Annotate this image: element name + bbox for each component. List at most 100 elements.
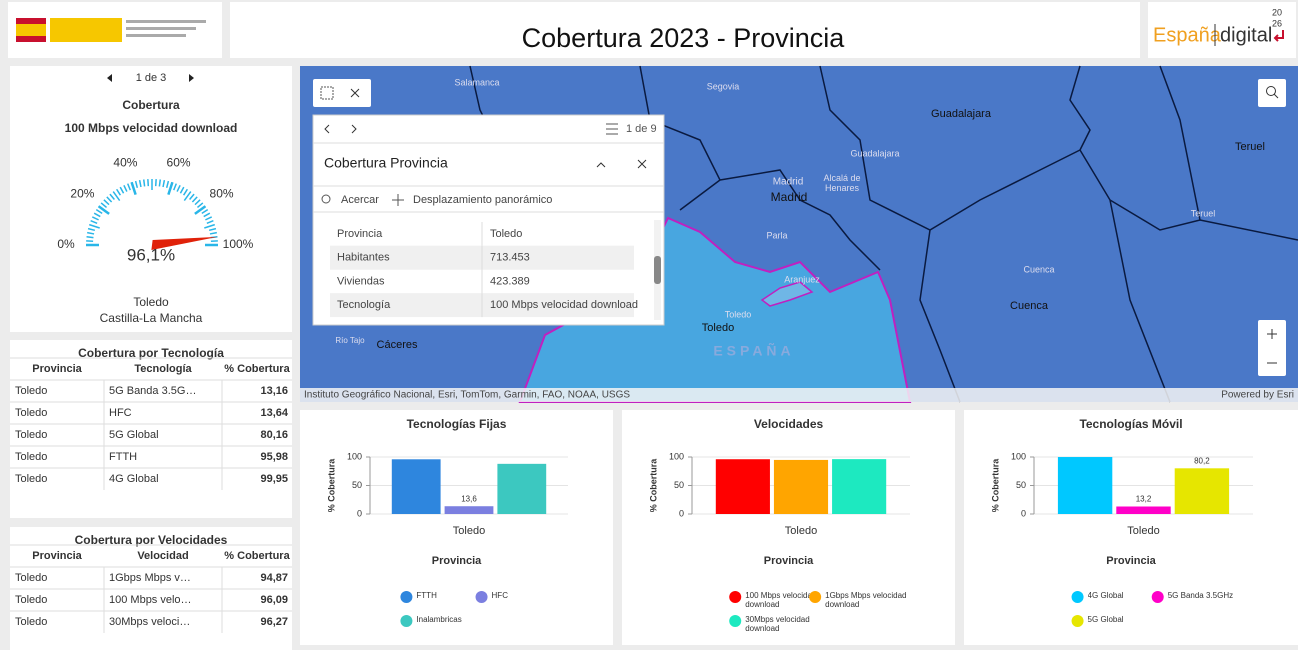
brand-year: 20 — [1272, 7, 1282, 17]
gauge-minor-tick — [158, 179, 162, 187]
close-icon[interactable] — [350, 88, 360, 98]
gauge-minor-tick — [116, 188, 122, 196]
powered-by: Powered by Esri — [1221, 390, 1294, 401]
gauge-tick — [97, 205, 110, 215]
table-cell: Toledo — [15, 429, 47, 441]
gauge-minor-tick — [176, 184, 181, 192]
popup-controls[interactable] — [596, 159, 647, 169]
prev-button[interactable] — [107, 74, 112, 82]
x-tick-label: Toledo — [453, 525, 485, 537]
y-tick-label: 100 — [347, 451, 362, 461]
chart-title: Tecnologías Fijas — [407, 417, 507, 431]
logo-line — [126, 34, 186, 37]
popup-cell: 100 Mbps velocidad download — [490, 299, 638, 311]
logo-line — [126, 27, 196, 30]
chart-panel — [622, 410, 955, 645]
gauge-minor-tick — [86, 235, 94, 239]
bar — [832, 459, 887, 514]
popup-cell: 713.453 — [490, 252, 530, 264]
logo-ministry — [50, 18, 122, 42]
value-label: 13,6 — [461, 494, 477, 503]
gauge-pager: 1 de 3 — [136, 72, 167, 84]
legend-label-text: 100 Mbps velocidad download — [745, 591, 817, 609]
gauge-minor-tick — [201, 209, 209, 215]
table-cell: 99,95 — [260, 473, 288, 485]
gauge-region: Castilla-La Mancha — [100, 311, 203, 325]
legend-swatch — [1151, 591, 1164, 603]
gauge-tick — [194, 205, 207, 215]
map-label: Teruel — [1235, 141, 1265, 153]
legend-swatch — [729, 591, 742, 603]
bar — [1057, 457, 1113, 514]
legend-label-text: Inalambricas — [416, 615, 462, 624]
attribution: Instituto Geográfico Nacional, Esri, Tom… — [304, 390, 630, 401]
table-cell: 1Gbps Mbps v… — [109, 572, 191, 584]
bar — [773, 459, 829, 514]
popup-action[interactable]: Acercar — [341, 194, 379, 206]
table-cell: HFC — [109, 407, 132, 419]
bar — [1116, 506, 1171, 514]
legend-swatch — [1071, 615, 1084, 627]
select-tools[interactable] — [313, 79, 371, 107]
chart-title: Velocidades — [754, 417, 824, 431]
next-button[interactable] — [189, 74, 194, 82]
table-cell: 96,27 — [260, 616, 288, 628]
map-label: Madrid — [771, 190, 808, 204]
gauge-minor-tick — [88, 223, 100, 229]
legend-label-text: 30Mbps velocidad download — [745, 615, 810, 633]
map-label: Guadalajara — [931, 108, 992, 120]
gauge-needle — [151, 236, 218, 250]
popup-cell: Viviendas — [337, 275, 385, 287]
table-cell: 5G Global — [109, 429, 159, 441]
y-tick-label: 50 — [674, 480, 684, 490]
bar — [391, 459, 441, 514]
popup-nav[interactable] — [324, 124, 357, 134]
legend-label-text: 4G Global — [1087, 591, 1124, 600]
legend-label: 100 Mbps velocidad download — [745, 591, 817, 609]
map-label: Cuenca — [1010, 300, 1049, 312]
gauge-minor-tick — [204, 223, 216, 229]
table-cell: FTTH — [109, 451, 137, 463]
logo-line — [126, 20, 206, 23]
y-tick-label: 0 — [357, 508, 362, 518]
bar — [444, 506, 494, 514]
table-title: Cobertura por Tecnología — [78, 346, 224, 360]
table-cell: 80,16 — [260, 429, 288, 441]
table-cell: 4G Global — [109, 473, 159, 485]
gauge-minor-tick — [208, 227, 217, 232]
gauge-minor-tick — [90, 220, 98, 224]
x-axis-label: Provincia — [432, 555, 482, 567]
gauge-minor-tick — [138, 180, 142, 188]
popup-cell: Habitantes — [337, 252, 390, 264]
zoom-in[interactable] — [1267, 329, 1277, 339]
gauge-minor-tick — [109, 193, 115, 201]
legend-label-text: 1Gbps Mbps velocidad download — [825, 591, 907, 609]
popup-action[interactable]: Desplazamiento panorámico — [413, 194, 552, 206]
column-header: Provincia — [32, 550, 82, 562]
gauge-minor-tick — [179, 186, 185, 194]
map-label: Madrid — [773, 177, 804, 188]
table-cell: 95,98 — [260, 451, 288, 463]
table-cell: 13,64 — [260, 407, 288, 419]
search-button[interactable] — [1258, 79, 1286, 107]
gauge-minor-tick — [209, 231, 217, 235]
map-label: Segovia — [707, 81, 740, 91]
scroll-thumb[interactable] — [654, 256, 661, 284]
popup: 1 de 9 Cobertura Provincia Acercar Despl… — [312, 114, 665, 326]
gauge-tick-label: 0% — [57, 237, 75, 251]
brand-year: 26 — [1272, 18, 1282, 28]
gauge-minor-tick — [106, 196, 113, 203]
gauge-tick-label: 40% — [113, 155, 137, 169]
logo-flag-band — [16, 24, 46, 36]
y-tick-label: 0 — [679, 508, 684, 518]
popup-list-icon[interactable] — [606, 123, 618, 135]
map-label: Toledo — [725, 309, 752, 319]
legend-label: FTTH — [416, 591, 436, 600]
select-icon[interactable] — [320, 86, 334, 100]
popup-box — [312, 114, 665, 326]
legend-label-text: 5G Banda 3.5GHz — [1167, 591, 1234, 600]
gauge-minor-tick — [93, 212, 101, 218]
brand2: digital — [1220, 24, 1272, 46]
y-tick-label: 100 — [1011, 451, 1026, 461]
